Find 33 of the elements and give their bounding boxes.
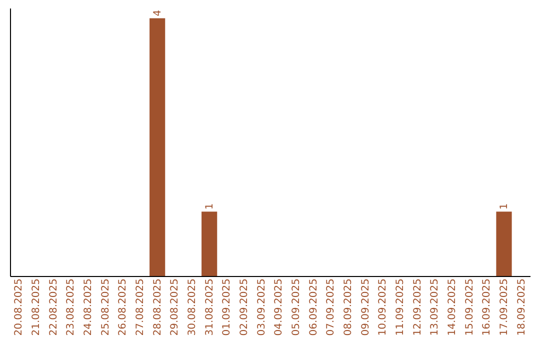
x-tick-label: 14.09.2025: [447, 278, 458, 336]
x-tick-label: 15.09.2025: [464, 278, 476, 336]
x-tick-label: 27.08.2025: [135, 278, 146, 336]
x-tick-label: 22.08.2025: [48, 278, 60, 336]
x-tick-label: 24.08.2025: [83, 278, 94, 336]
x-tick-label: 31.08.2025: [204, 278, 216, 336]
x-tick-label: 30.08.2025: [187, 278, 198, 336]
x-tick-label: 13.09.2025: [430, 278, 441, 336]
x-tick-label: 18.09.2025: [516, 278, 528, 336]
x-tick-label: 21.08.2025: [31, 278, 42, 336]
x-tick-label: 04.09.2025: [274, 278, 285, 336]
data-label: 4: [152, 10, 164, 16]
x-tick-label: 26.08.2025: [118, 278, 129, 336]
x-tick-label: 12.09.2025: [412, 278, 424, 336]
x-tick-label: 09.09.2025: [360, 278, 372, 336]
x-tick-label: 07.09.2025: [326, 278, 337, 336]
data-label: 1: [499, 203, 510, 210]
x-tick-label: 06.09.2025: [308, 278, 320, 336]
x-tick-label: 05.09.2025: [291, 278, 302, 336]
x-tick-label: 28.08.2025: [152, 278, 164, 336]
x-tick-label: 11.09.2025: [395, 278, 406, 336]
data-label: 1: [204, 203, 216, 210]
x-tick-label: 08.09.2025: [343, 278, 354, 336]
x-tick-label: 23.08.2025: [66, 278, 77, 336]
x-tick-label: 03.09.2025: [256, 278, 268, 336]
x-tick-label: 01.09.2025: [222, 278, 233, 336]
x-tick-label: 10.09.2025: [378, 278, 389, 336]
x-tick-label: 20.08.2025: [14, 278, 25, 336]
x-tick-label: 02.09.2025: [239, 278, 250, 336]
x-tick-label: 29.08.2025: [170, 278, 181, 336]
x-tick-label: 17.09.2025: [499, 278, 510, 336]
x-tick-label: 16.09.2025: [482, 278, 493, 336]
x-tick-label: 25.08.2025: [100, 278, 112, 336]
